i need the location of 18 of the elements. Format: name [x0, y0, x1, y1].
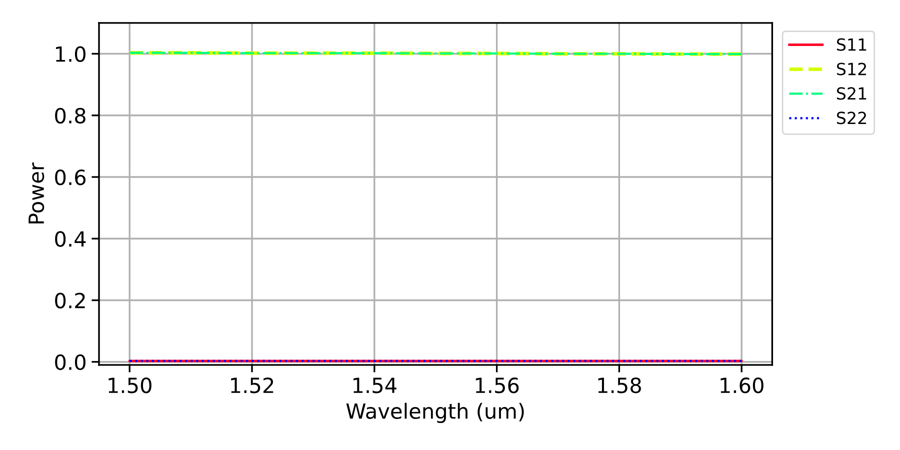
legend-label: S12	[836, 62, 866, 76]
y-tick-label: 1.0	[56, 46, 86, 62]
legend-label: S11	[836, 38, 866, 51]
y-tick-label: 0.0	[55, 354, 86, 370]
y-tick-label: 0.6	[55, 169, 86, 186]
x-tick-label: 1.52	[231, 377, 274, 394]
x-axis-title: Wavelength (um)	[346, 402, 524, 423]
x-tick-label: 1.50	[108, 377, 152, 394]
x-tick-label: 1.58	[598, 377, 641, 394]
y-axis-title: Power	[28, 162, 44, 224]
legend-label: S21	[836, 87, 866, 100]
y-tick-label: 0.2	[55, 292, 85, 308]
y-tick-label: 0.8	[55, 108, 86, 124]
legend-label: S22	[836, 112, 866, 124]
y-tick-label: 0.4	[55, 231, 86, 247]
x-tick-label: 1.60	[720, 377, 764, 394]
x-tick-label: 1.56	[476, 377, 519, 394]
x-tick-label: 1.54	[353, 378, 396, 394]
